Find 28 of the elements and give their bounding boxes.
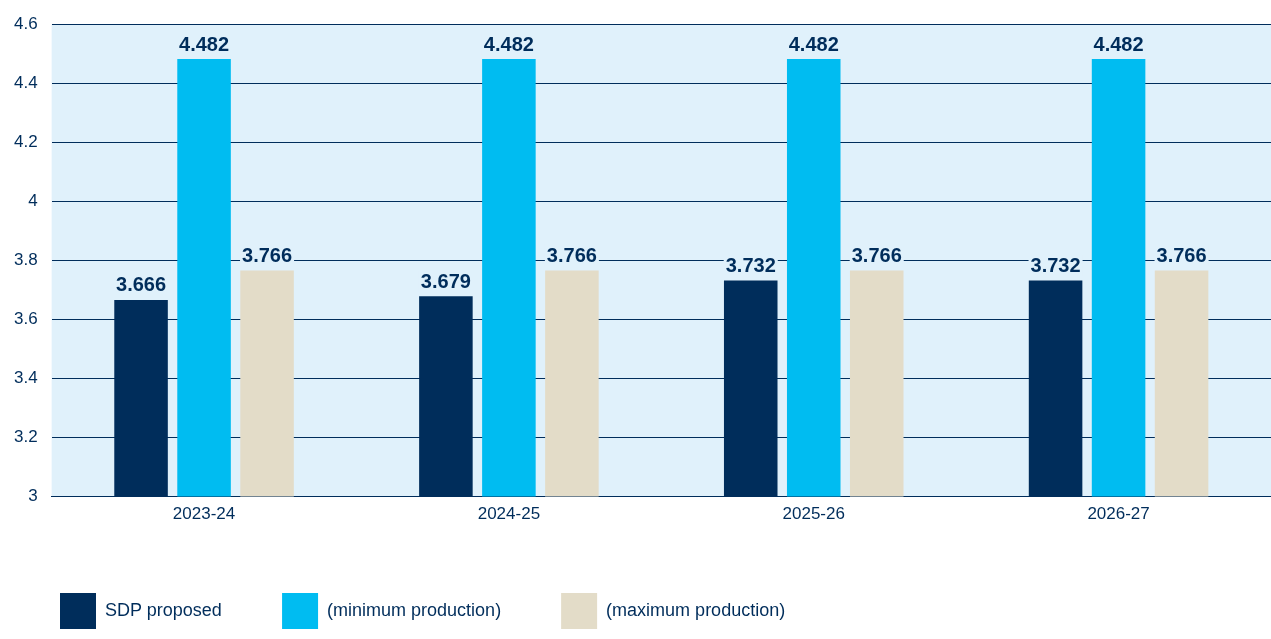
y-tick-label: 3.6 — [13, 309, 38, 329]
y-tick-label: 4.4 — [13, 72, 38, 92]
data-label: 4.482 — [179, 32, 230, 55]
x-tick-label: 2026-27 — [1087, 504, 1150, 524]
data-label: 3.666 — [116, 273, 167, 296]
data-label: 3.679 — [420, 269, 471, 292]
x-tick-label: 2025-26 — [782, 504, 845, 524]
y-tick-label: 3.8 — [13, 250, 38, 270]
data-label: 3.732 — [725, 253, 776, 276]
y-tick-label: 3 — [28, 486, 38, 506]
y-tick-label: 4.6 — [13, 13, 38, 33]
data-label: 4.482 — [788, 32, 839, 55]
x-tick-label: 2024-25 — [477, 504, 541, 524]
y-tick-label: 3.4 — [13, 368, 38, 388]
x-tick-label: 2023-24 — [172, 504, 236, 524]
data-label: 3.766 — [546, 243, 597, 266]
data-label: 3.732 — [1030, 253, 1081, 276]
y-tick-label: 3.2 — [13, 427, 38, 447]
data-label: 3.766 — [851, 243, 902, 266]
data-label: 4.482 — [1093, 32, 1144, 55]
legend-label: (minimum production) — [327, 599, 502, 620]
data-label: 3.766 — [1156, 243, 1207, 266]
y-tick-label: 4 — [28, 191, 38, 211]
legend-label: (maximum production) — [606, 599, 786, 620]
y-tick-label: 4.2 — [13, 131, 38, 151]
data-label: 4.482 — [483, 32, 534, 55]
legend-label: SDP proposed — [105, 599, 222, 620]
data-label: 3.766 — [242, 243, 293, 266]
